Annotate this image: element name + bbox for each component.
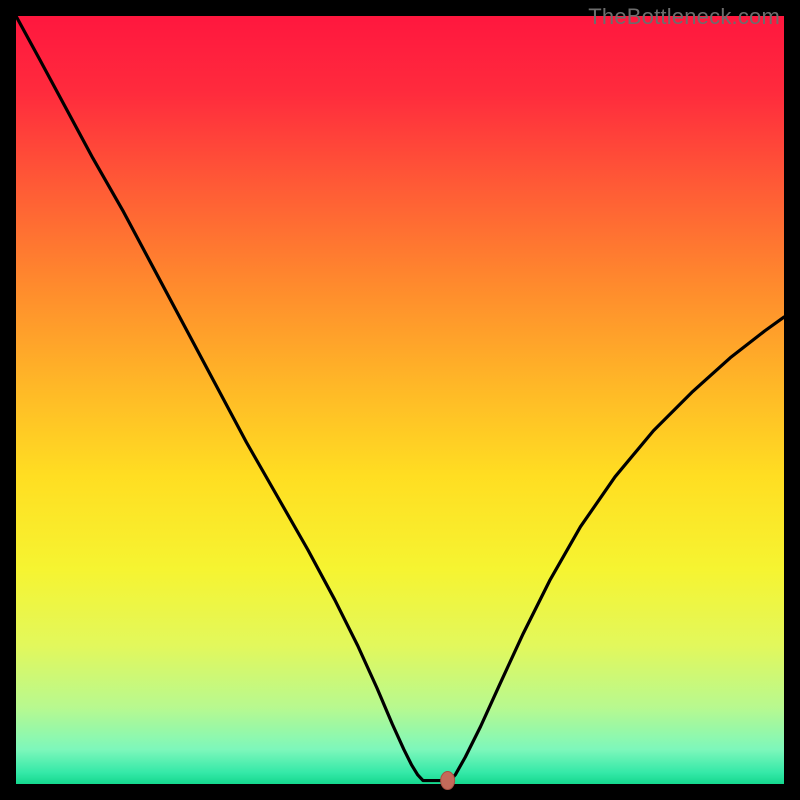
bottleneck-curve [16,16,784,781]
minimum-marker [441,772,455,790]
plot-area [16,16,784,784]
chart-frame: TheBottleneck.com [0,0,800,800]
curve-layer [16,16,784,784]
